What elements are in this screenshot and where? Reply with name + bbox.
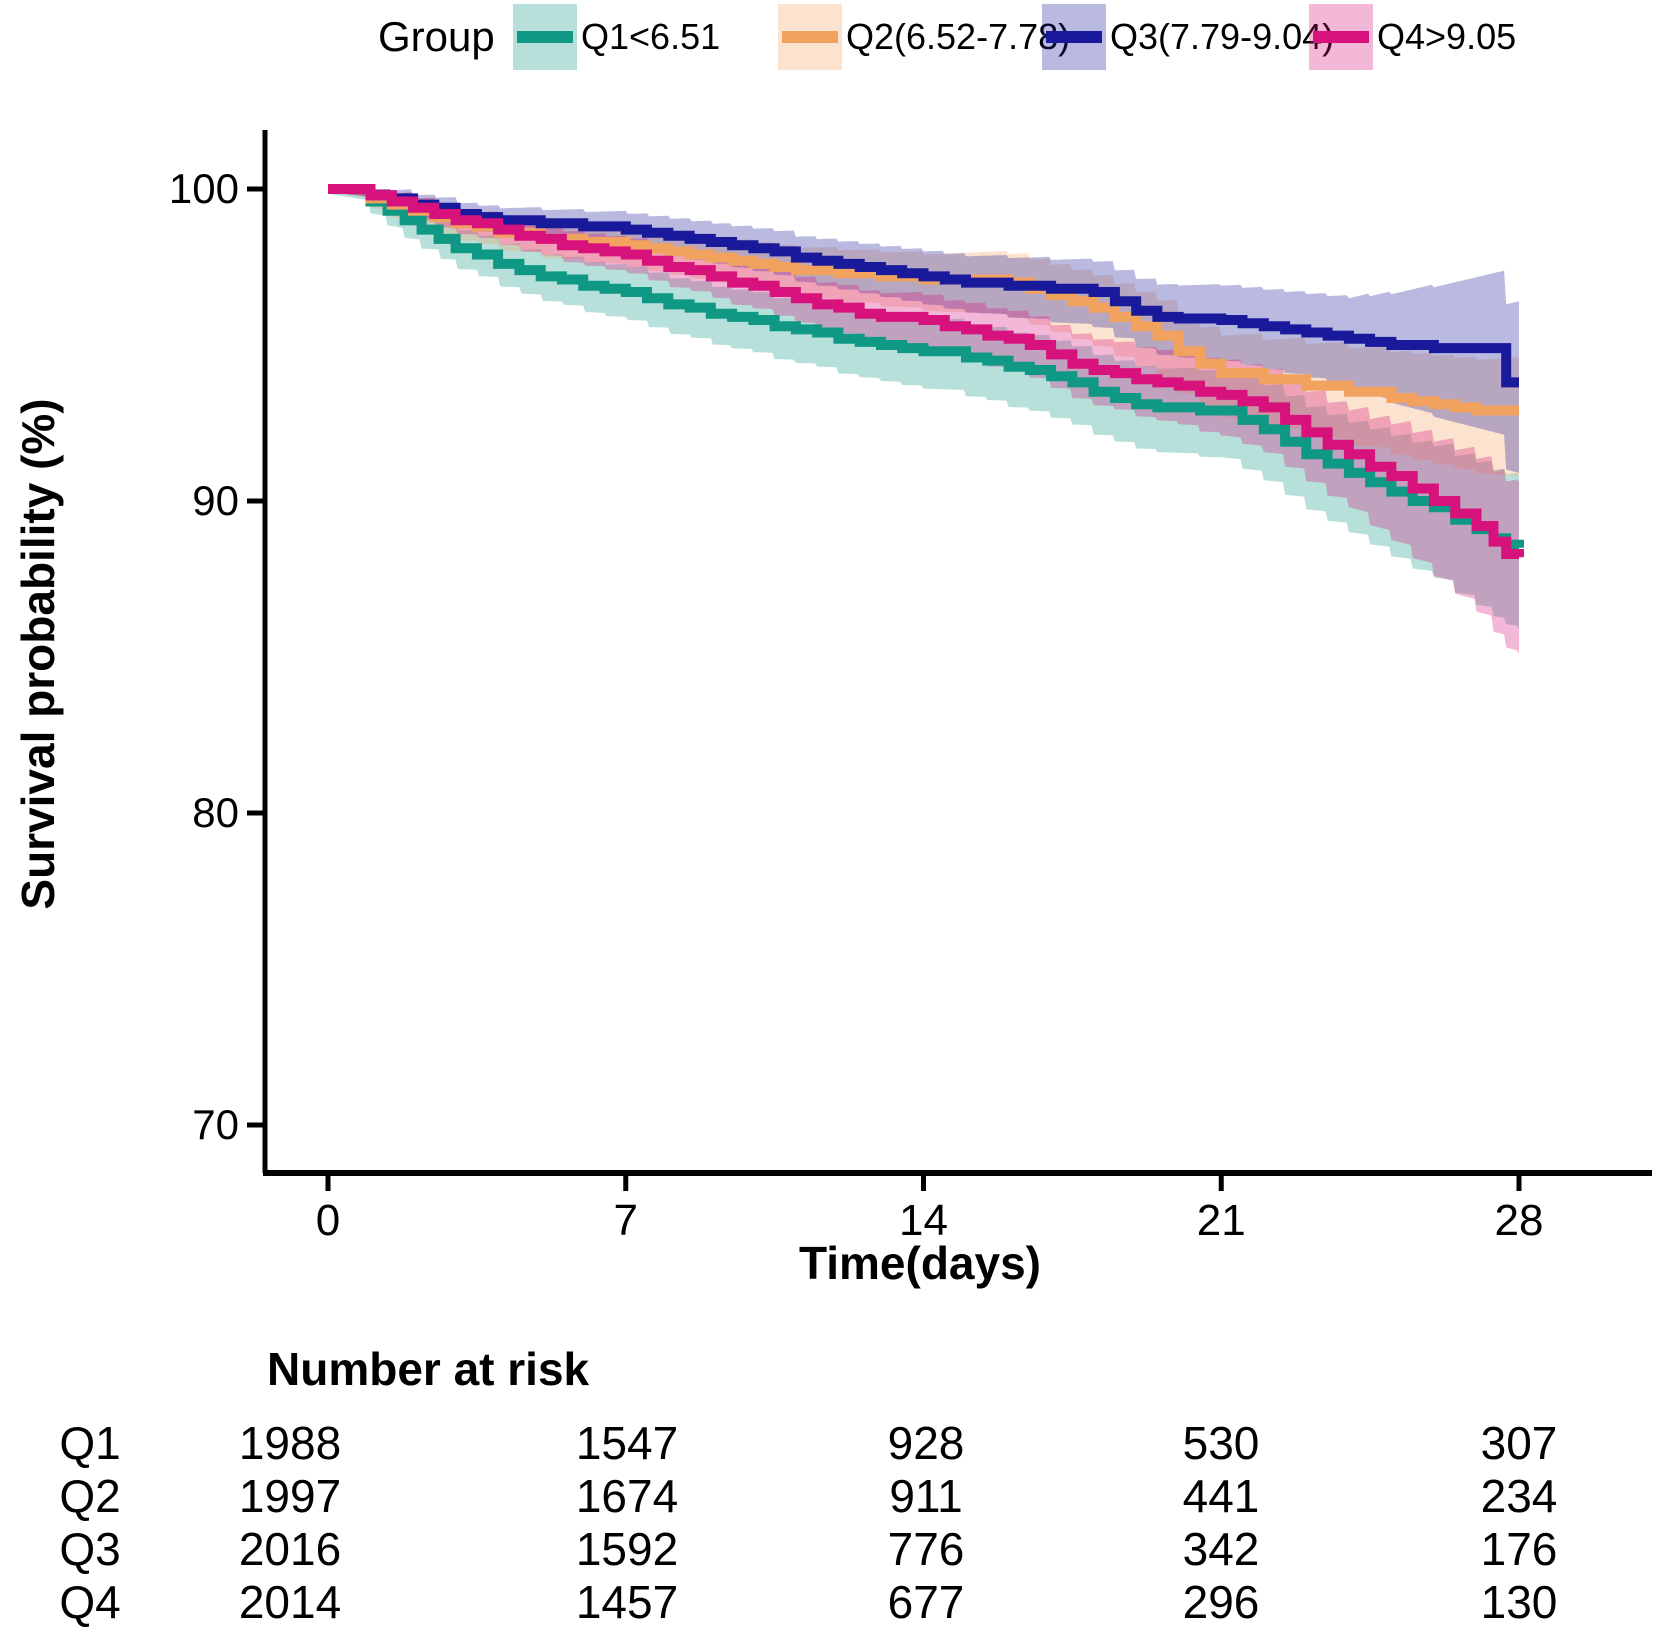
risk-row-label-Q1: Q1 — [59, 1417, 121, 1469]
legend-line-icon — [1046, 31, 1102, 43]
risk-cell-Q3-day28: 176 — [1480, 1523, 1558, 1575]
legend-title: Group — [378, 13, 495, 60]
legend-item-Q3(7.79-9.04): Q3(7.79-9.04) — [1042, 2, 1334, 72]
x-tick-label-7: 7 — [613, 1196, 638, 1245]
legend-line-icon — [1313, 31, 1369, 43]
y-tick-label-90: 90 — [192, 477, 239, 524]
legend-line-icon — [517, 31, 573, 43]
x-tick-label-14: 14 — [899, 1196, 948, 1245]
risk-row-label-Q4: Q4 — [59, 1576, 121, 1628]
risk-cell-Q2-day7: 1674 — [575, 1470, 679, 1522]
risk-cell-Q2-day28: 234 — [1480, 1470, 1558, 1522]
legend-item-Q4>9.05: Q4>9.05 — [1309, 2, 1516, 72]
survival-plot — [247, 130, 1652, 1191]
y-tick-label-70: 70 — [192, 1101, 239, 1148]
risk-cell-Q4-day21: 296 — [1182, 1576, 1260, 1628]
risk-cell-Q4-day28: 130 — [1480, 1576, 1558, 1628]
x-tick-label-0: 0 — [315, 1196, 341, 1245]
x-tick-label-28: 28 — [1494, 1196, 1544, 1245]
risk-row-label-Q3: Q3 — [59, 1523, 121, 1575]
legend-item-Q2(6.52-7.78): Q2(6.52-7.78) — [778, 2, 1070, 72]
legend-label: Q3(7.79-9.04) — [1110, 16, 1335, 57]
legend-swatch-icon — [1042, 4, 1106, 70]
risk-cell-Q2-day0: 1997 — [238, 1470, 342, 1522]
y-tick-label-100: 100 — [168, 165, 239, 212]
risk-cell-Q1-day14: 928 — [887, 1417, 965, 1469]
risk-cell-Q1-day21: 530 — [1182, 1417, 1260, 1469]
x-tick-label-21: 21 — [1196, 1196, 1246, 1245]
legend-swatch-icon — [1309, 4, 1373, 70]
legend-item-Q1<6.51: Q1<6.51 — [513, 2, 720, 72]
risk-cell-Q2-day14: 911 — [889, 1470, 963, 1522]
legend-label: Q4>9.05 — [1377, 16, 1517, 57]
risk-cell-Q4-day7: 1457 — [575, 1576, 679, 1628]
risk-cell-Q4-day0: 2014 — [238, 1576, 342, 1628]
y-axis-title: Survival probability (%) — [12, 398, 64, 910]
risk-cell-Q3-day7: 1592 — [575, 1523, 679, 1575]
legend-label: Q2(6.52-7.78) — [846, 16, 1071, 57]
risk-cell-Q3-day14: 776 — [887, 1523, 965, 1575]
legend-swatch-icon — [513, 4, 577, 70]
risk-cell-Q1-day7: 1547 — [575, 1417, 679, 1469]
legend-line-icon — [782, 31, 838, 43]
risk-cell-Q3-day21: 342 — [1182, 1523, 1260, 1575]
survival-curve-Q4>9.05 — [328, 184, 1524, 559]
risk-cell-Q3-day0: 2016 — [238, 1523, 342, 1575]
risk-cell-Q1-day0: 1988 — [238, 1417, 342, 1469]
legend-swatch-icon — [778, 4, 842, 70]
y-tick-label-80: 80 — [192, 789, 239, 836]
ci-band-Q1<6.51 — [328, 189, 1519, 629]
risk-cell-Q2-day21: 441 — [1182, 1470, 1260, 1522]
risk-cell-Q4-day14: 677 — [887, 1576, 965, 1628]
x-axis-title: Time(days) — [798, 1237, 1042, 1289]
ci-band-Q2(6.52-7.78) — [328, 189, 1519, 476]
risk-cell-Q1-day28: 307 — [1480, 1417, 1558, 1469]
survival-curve-Q1<6.51 — [328, 184, 1524, 550]
risk-table-title: Number at risk — [267, 1343, 590, 1395]
risk-row-label-Q2: Q2 — [59, 1470, 121, 1522]
legend-label: Q1<6.51 — [581, 16, 721, 57]
survival-curve-Q3(7.79-9.04) — [328, 184, 1519, 388]
